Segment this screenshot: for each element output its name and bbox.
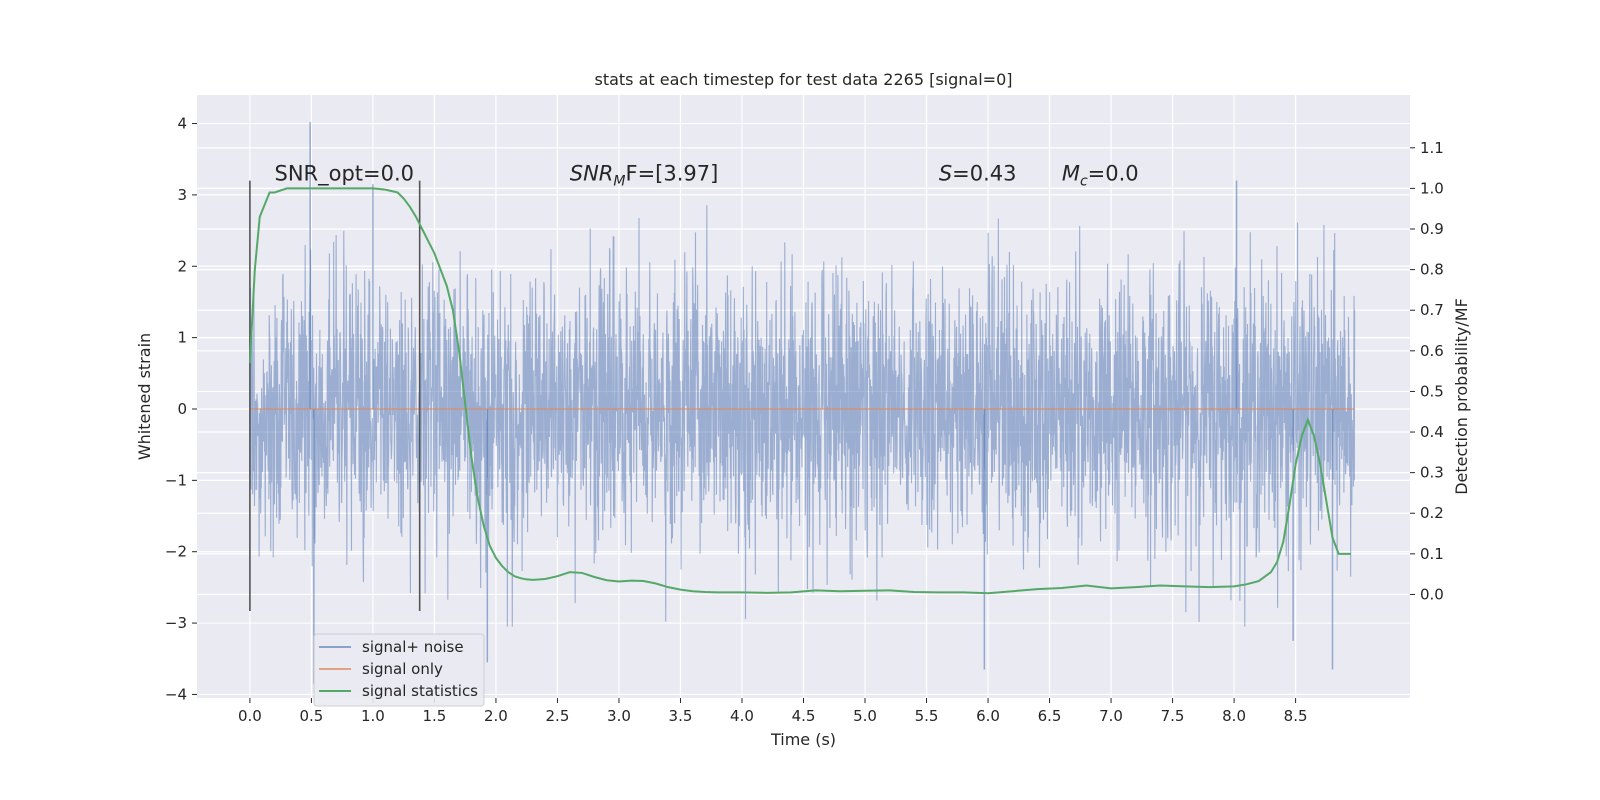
x-tick-label: 7.5 bbox=[1161, 707, 1185, 725]
x-tick-label: 2.0 bbox=[484, 707, 508, 725]
y2-tick-label: 0.0 bbox=[1420, 585, 1444, 603]
x-axis-label: Time (s) bbox=[770, 730, 836, 749]
annotation: Mc=0.0 bbox=[1062, 162, 1139, 190]
y-tick-label: −4 bbox=[165, 685, 187, 703]
y-tick-label: −1 bbox=[165, 471, 187, 489]
x-tick-label: 6.0 bbox=[976, 707, 1000, 725]
chart-title: stats at each timestep for test data 226… bbox=[594, 70, 1012, 89]
y-tick-label: 3 bbox=[177, 186, 187, 204]
y-tick-label: 2 bbox=[177, 257, 187, 275]
legend-entry: signal only bbox=[362, 660, 443, 678]
x-tick-label: 8.5 bbox=[1284, 707, 1308, 725]
y2-tick-label: 0.9 bbox=[1420, 220, 1444, 238]
y2-tick-label: 0.3 bbox=[1420, 464, 1444, 482]
noise-trace bbox=[249, 205, 1356, 627]
x-axis-ticks: 0.0 0.5 1.0 1.5 2.0 2.5 3.0 3.5 4.0 4.5 5.0 5.5 6.0 6… bbox=[238, 698, 1308, 725]
signal-statistics-line bbox=[248, 187, 1351, 595]
x-tick-label: 4.0 bbox=[730, 707, 754, 725]
y-axis-label: Whitened strain bbox=[135, 333, 154, 460]
y2-tick-label: 0.1 bbox=[1420, 545, 1444, 563]
y-tick-label: 0 bbox=[177, 400, 187, 418]
y-tick-label: 1 bbox=[177, 329, 187, 347]
legend-entry: signal statistics bbox=[362, 682, 478, 700]
y-tick-label: −3 bbox=[165, 614, 187, 632]
y-axis-ticks: 4 3 2 1 0 −1 −2 −3 −4 bbox=[165, 115, 197, 703]
x-tick-label: 3.5 bbox=[669, 707, 693, 725]
y-tick-label: 4 bbox=[177, 115, 187, 133]
y2-tick-label: 0.7 bbox=[1420, 301, 1444, 319]
annotation: SNRMF=[3.97] bbox=[570, 162, 719, 190]
x-tick-label: 8.0 bbox=[1222, 707, 1246, 725]
y2-axis-ticks: 1.1 1.0 0.9 0.8 0.7 0.6 0.5 0.4 0.3 0.2 0.1 0.0 bbox=[1410, 139, 1444, 603]
legend-entry: signal+ noise bbox=[362, 638, 464, 656]
y2-tick-label: 1.0 bbox=[1420, 179, 1444, 197]
y2-tick-label: 0.8 bbox=[1420, 261, 1444, 279]
x-tick-label: 0.5 bbox=[299, 707, 323, 725]
x-tick-label: 3.0 bbox=[607, 707, 631, 725]
y2-tick-label: 0.4 bbox=[1420, 423, 1444, 441]
y-tick-label: −2 bbox=[165, 543, 187, 561]
vertical-markers bbox=[249, 180, 421, 611]
annotation: SNR_opt=0.0 bbox=[275, 162, 415, 187]
y2-tick-label: 0.5 bbox=[1420, 382, 1444, 400]
annotations: SNR_opt=0.0 SNRMF=[3.97] S=0.43 Mc=0.0 bbox=[275, 162, 1139, 190]
x-tick-label: 1.5 bbox=[423, 707, 447, 725]
y2-tick-label: 1.1 bbox=[1420, 139, 1444, 157]
x-tick-label: 7.0 bbox=[1099, 707, 1123, 725]
y2-tick-label: 0.2 bbox=[1420, 504, 1444, 522]
y2-tick-label: 0.6 bbox=[1420, 342, 1444, 360]
x-tick-label: 0.0 bbox=[238, 707, 262, 725]
legend: signal+ noise signal only signal statistic… bbox=[313, 633, 485, 707]
x-tick-label: 5.0 bbox=[853, 707, 877, 725]
x-tick-label: 5.5 bbox=[915, 707, 939, 725]
legend-box bbox=[313, 633, 485, 707]
x-tick-label: 6.5 bbox=[1038, 707, 1062, 725]
x-tick-label: 1.0 bbox=[361, 707, 385, 725]
y2-axis-label: Detection probability/MF bbox=[1452, 298, 1471, 495]
x-tick-label: 2.5 bbox=[546, 707, 570, 725]
x-tick-label: 4.5 bbox=[792, 707, 816, 725]
annotation: S=0.43 bbox=[939, 162, 1017, 186]
